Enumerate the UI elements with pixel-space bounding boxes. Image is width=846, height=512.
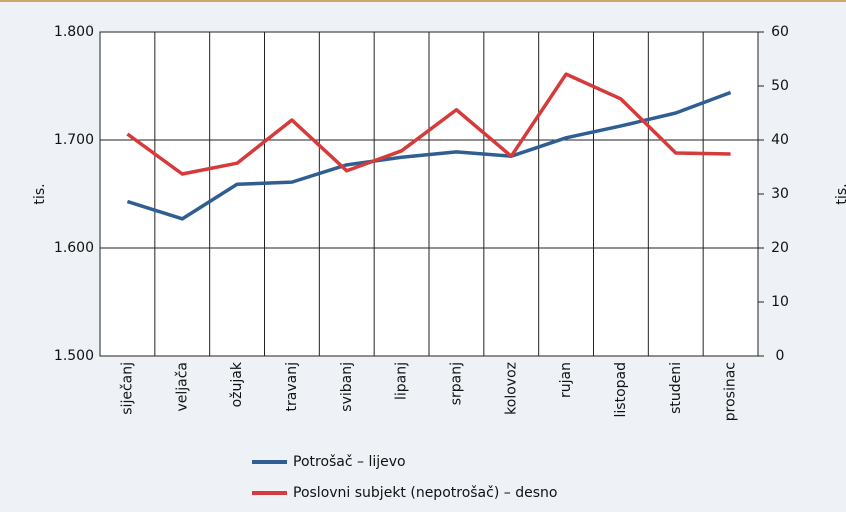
- x-tick-label: srpanj: [448, 362, 464, 405]
- series-line: [126, 72, 731, 176]
- x-tick-label: kolovoz: [503, 362, 519, 415]
- y2-tick-label: 30: [771, 186, 789, 202]
- x-tick-label: ožujak: [229, 361, 245, 407]
- y2-tick-label: 20: [771, 240, 789, 256]
- x-tick-label: rujan: [558, 362, 574, 398]
- y-axis-label: tis.: [32, 183, 48, 204]
- y2-tick-label: 40: [771, 132, 789, 148]
- legend-label: Poslovni subjekt (nepotrošač) – desno: [293, 485, 557, 501]
- x-tick-label: siječanj: [119, 362, 135, 415]
- y2-axis-label: tis.: [834, 183, 846, 204]
- x-tick-label: prosinac: [723, 362, 739, 421]
- series-line: [126, 90, 732, 221]
- legend-label: Potrošač – lijevo: [293, 454, 406, 470]
- top-rule: [0, 0, 846, 2]
- y-tick-label: 1.700: [54, 132, 94, 148]
- x-tick-label: studeni: [668, 362, 684, 414]
- y2-tick-label: 10: [771, 294, 789, 310]
- x-tick-label: svibanj: [339, 362, 355, 412]
- y2-tick-label: 50: [771, 78, 789, 94]
- y-tick-label: 1.600: [54, 240, 94, 256]
- x-tick-label: veljača: [174, 362, 190, 412]
- x-tick-label: lipanj: [394, 362, 410, 400]
- y-tick-label: 1.500: [54, 348, 94, 364]
- x-tick-label: listopad: [613, 362, 629, 417]
- y2-tick-label: 0: [776, 348, 785, 364]
- y-tick-label: 1.800: [54, 24, 94, 40]
- y2-tick-label: 60: [771, 24, 789, 40]
- x-tick-label: travanj: [284, 362, 300, 411]
